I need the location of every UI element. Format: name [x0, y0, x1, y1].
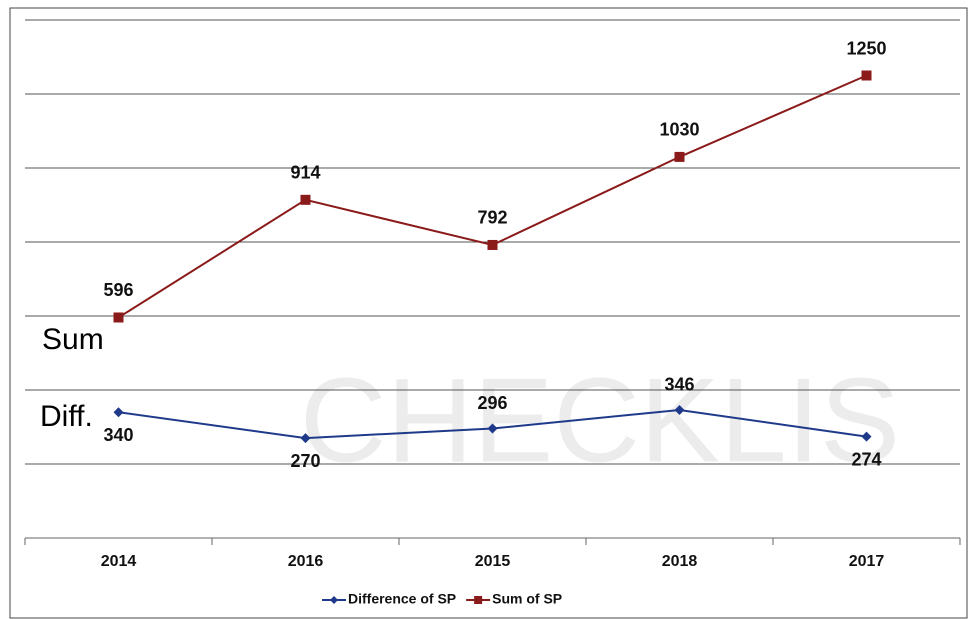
data-label: 346: [664, 375, 694, 395]
marker: [861, 70, 872, 81]
data-label: 340: [103, 425, 133, 445]
marker: [487, 239, 498, 250]
marker: [674, 404, 685, 415]
x-tick-label: 2014: [101, 553, 137, 570]
data-label: 914: [290, 163, 320, 183]
x-tick-label: 2017: [849, 553, 885, 570]
marker: [113, 312, 124, 323]
marker: [861, 431, 872, 442]
chart-frame: [9, 7, 968, 619]
legend-marker: [474, 596, 483, 604]
legend-marker: [330, 596, 338, 604]
marker: [300, 194, 311, 205]
watermark: CHECKLIS: [300, 354, 900, 488]
data-label: 596: [103, 280, 133, 300]
data-label: 792: [477, 208, 507, 228]
data-label: 296: [477, 393, 507, 413]
data-label: 1030: [659, 120, 699, 140]
marker: [300, 433, 311, 444]
legend-label: Difference of SP: [348, 591, 456, 607]
data-label: 270: [290, 451, 320, 471]
data-label: 274: [851, 449, 881, 469]
marker: [113, 407, 124, 418]
marker: [674, 151, 685, 162]
x-tick-label: 2015: [475, 553, 511, 570]
annotation: Sum: [42, 323, 104, 356]
x-tick-label: 2018: [662, 553, 698, 570]
marker: [487, 423, 498, 434]
data-label: 1250: [846, 38, 886, 58]
legend-label: Sum of SP: [492, 591, 562, 607]
annotation: Diff.: [40, 400, 93, 433]
x-tick-label: 2016: [288, 553, 324, 570]
